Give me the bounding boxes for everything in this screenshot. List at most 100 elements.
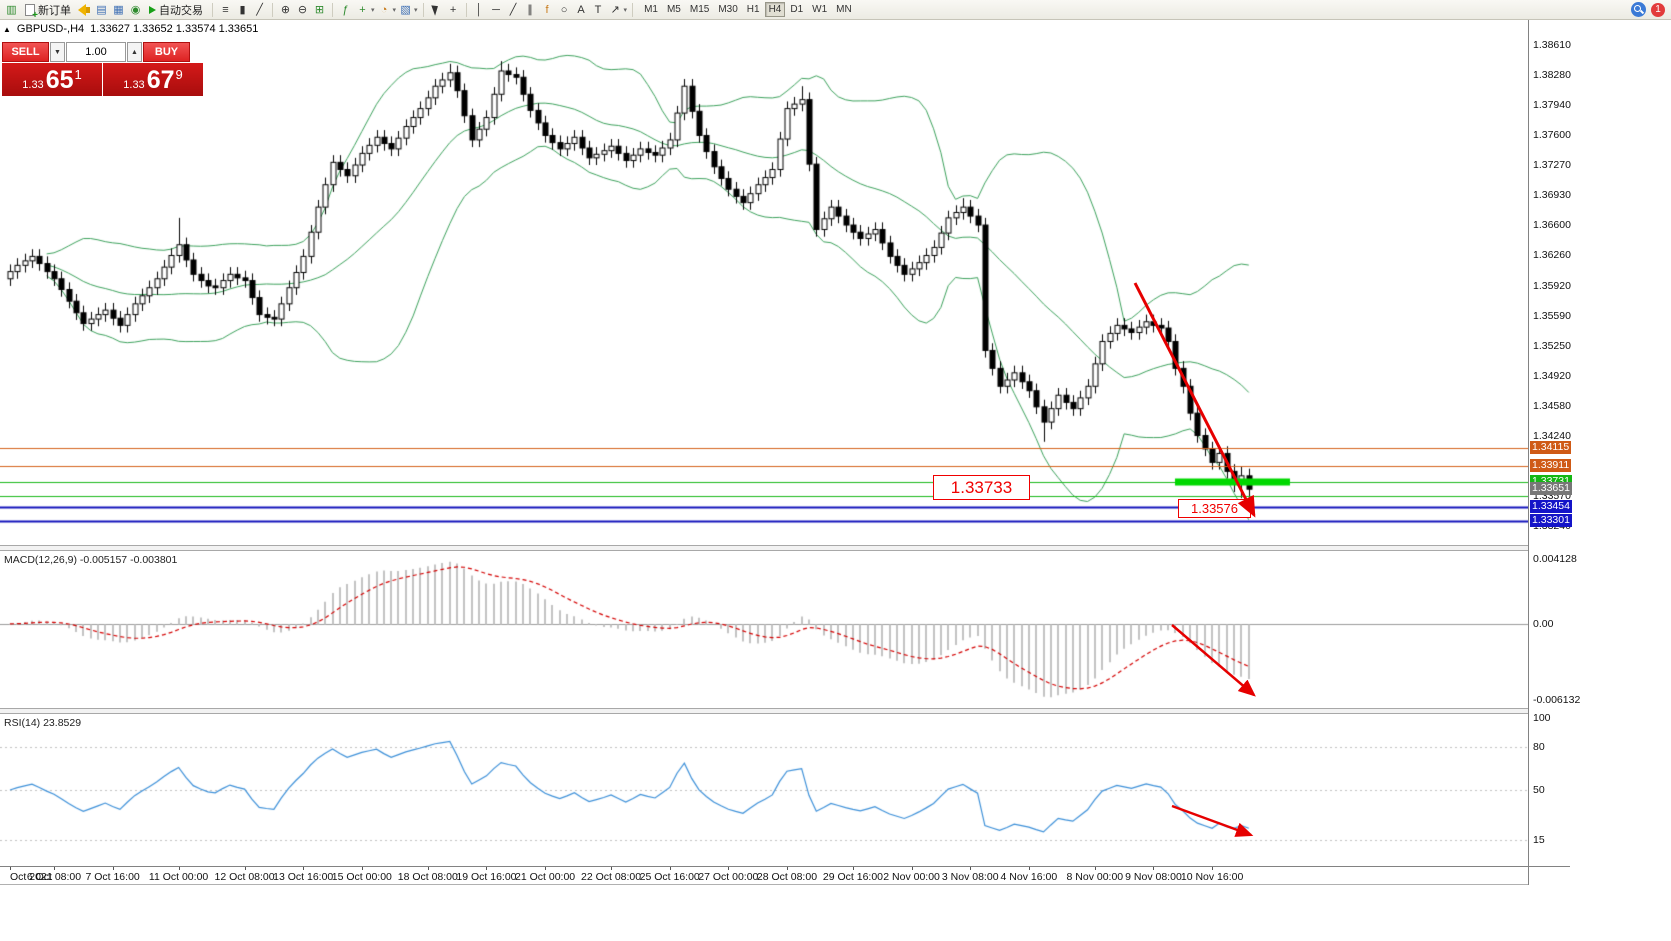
vertical-line-icon[interactable]: │ [475, 3, 483, 16]
price-axis[interactable]: 1.38610 1.38280 1.37940 1.37600 1.37270 1.369… [1528, 20, 1580, 885]
candlestick-icon[interactable]: ▮ [239, 3, 246, 16]
indicators-icon[interactable]: ƒ [342, 3, 349, 16]
time-tick-mark [970, 867, 972, 870]
price-tick-label: 1.35590 [1533, 309, 1571, 322]
timeframe-button-w1[interactable]: W1 [808, 2, 831, 17]
buy-button[interactable]: BUY [143, 42, 190, 62]
time-tick-mark [669, 867, 671, 870]
new-order-button[interactable]: 新订单 [21, 1, 75, 21]
buy-price-pip: 9 [175, 67, 183, 82]
add-indicator-icon[interactable]: + [359, 3, 366, 16]
chevron-down-icon[interactable]: ▾ [623, 6, 628, 14]
timeframe-button-h4[interactable]: H4 [764, 2, 786, 17]
time-tick-mark [427, 867, 429, 870]
macd-canvas[interactable] [0, 551, 1528, 708]
time-tick-mark [545, 867, 547, 870]
macd-scale-max: 0.004128 [1533, 553, 1577, 565]
time-tick-mark [244, 867, 246, 870]
time-tick-mark [1153, 867, 1155, 870]
macd-scale-zero: 0.00 [1533, 617, 1554, 630]
timeframe-button-h1[interactable]: H1 [743, 2, 764, 17]
sell-price-display[interactable]: 1.33 65 1 [2, 63, 102, 96]
time-tick-label: 15 Oct 00:00 [331, 871, 392, 883]
charts-icon[interactable]: ▥ [6, 3, 17, 16]
macd-indicator-label: MACD(12,26,9) -0.005157 -0.003801 [4, 554, 178, 566]
top-toolbar: ▥ 新订单 ▤ ▦ ◉ 自动交易 ≡ ▮ ╱ ⊕ ⊖ ⊞ ƒ +▾ ◔▾ ▧▾ … [0, 0, 1671, 21]
timeframe-button-m5[interactable]: M5 [663, 2, 685, 17]
time-tick-label: 25 Oct 16:00 [639, 871, 700, 883]
price-tick-label: 1.37940 [1533, 99, 1571, 111]
arrows-tool-icon[interactable]: ↗ [610, 3, 620, 16]
time-tick-label: 8 Nov 00:00 [1066, 871, 1124, 883]
notification-badge[interactable]: 1 [1651, 2, 1665, 17]
timeframe-button-mn[interactable]: MN [832, 2, 856, 17]
search-icon[interactable] [1631, 2, 1646, 17]
price-annotation-box-1[interactable]: 1.33733 [933, 475, 1030, 500]
chart-window-icon[interactable]: ▤ [96, 3, 107, 16]
volume-input[interactable] [66, 42, 126, 62]
autotrading-button[interactable]: 自动交易 [145, 1, 207, 18]
time-tick-label: 29 Oct 16:00 [822, 871, 883, 883]
zoom-out-icon[interactable]: ⊖ [297, 3, 308, 16]
text-icon[interactable]: A [577, 3, 585, 16]
main-chart-canvas[interactable] [0, 20, 1528, 545]
symbol-title: GBPUSD-,H4 [16, 23, 85, 35]
time-axis[interactable]: Oct 2021 6 Oct 08:00 7 Oct 16:00 11 Oct 00:… [0, 866, 1570, 885]
sound-icon[interactable] [77, 2, 92, 18]
time-tick-mark [53, 867, 55, 870]
time-tick-label: 18 Oct 08:00 [397, 871, 458, 883]
timeframe-button-m15[interactable]: M15 [686, 2, 713, 17]
fibonacci-icon[interactable]: f [545, 3, 549, 16]
volume-decrease-button[interactable]: ▼ [50, 42, 65, 62]
time-tick-mark [786, 867, 788, 870]
buy-price-display[interactable]: 1.33 67 9 [103, 63, 203, 96]
panel-separator[interactable] [0, 708, 1570, 714]
shapes-icon[interactable]: ○ [560, 3, 568, 16]
rsi-canvas[interactable] [0, 714, 1528, 866]
time-tick-mark [1094, 867, 1096, 870]
time-tick-mark [728, 867, 730, 870]
timeframe-button-d1[interactable]: D1 [786, 2, 807, 17]
templates-icon[interactable]: ▧ [400, 3, 411, 16]
chevron-down-icon[interactable]: ▾ [392, 6, 397, 14]
sell-price-main: 65 [45, 66, 74, 94]
tile-windows-icon[interactable]: ⊞ [314, 3, 325, 16]
crosshair-icon[interactable]: + [449, 3, 457, 16]
time-tick-label: 21 Oct 00:00 [515, 871, 576, 883]
channel-icon[interactable]: ∥ [527, 3, 533, 16]
horizontal-line-icon[interactable]: ─ [492, 3, 500, 16]
periods-icon[interactable]: ◔ [380, 3, 388, 16]
sell-price-pip: 1 [74, 67, 82, 82]
zoom-in-icon[interactable]: ⊕ [280, 3, 291, 16]
time-tick-mark [361, 867, 363, 870]
timeframe-button-m1[interactable]: M1 [640, 2, 662, 17]
rsi-scale-label: 15 [1533, 834, 1545, 847]
price-tag: 1.33651 [1530, 482, 1572, 496]
price-tick-label: 1.37600 [1533, 129, 1571, 142]
price-annotation-box-2[interactable]: 1.33576 [1178, 499, 1251, 518]
chevron-down-icon[interactable]: ▾ [414, 6, 418, 14]
price-tick-label: 1.38610 [1533, 39, 1571, 51]
volume-increase-button[interactable]: ▲ [127, 42, 142, 62]
bar-chart-icon[interactable]: ≡ [222, 3, 229, 16]
trendline-icon[interactable]: ╱ [509, 3, 517, 16]
timeframe-button-m30[interactable]: M30 [714, 2, 741, 17]
profiles-icon[interactable]: ▦ [113, 3, 124, 16]
price-tick-label: 1.35250 [1533, 339, 1571, 352]
line-chart-icon[interactable]: ╱ [256, 3, 263, 16]
panel-separator[interactable] [0, 545, 1570, 551]
time-tick-label: 7 Oct 16:00 [85, 871, 140, 883]
price-tag: 1.33301 [1530, 513, 1572, 527]
label-icon[interactable]: T [594, 3, 602, 16]
time-tick-mark [852, 867, 854, 870]
expert-advisors-icon[interactable]: ◉ [130, 3, 141, 16]
chevron-down-icon[interactable]: ▾ [371, 6, 375, 14]
rsi-indicator-label: RSI(14) 23.8529 [4, 717, 82, 729]
time-tick-label: 22 Oct 08:00 [580, 871, 642, 883]
price-tick-label: 1.36930 [1533, 189, 1571, 202]
collapse-triangle-icon[interactable]: ▲ [3, 24, 11, 34]
time-tick-mark [303, 867, 305, 870]
toolbar-separator [332, 2, 333, 17]
sell-button[interactable]: SELL [2, 42, 49, 62]
cursor-icon[interactable] [429, 2, 444, 18]
